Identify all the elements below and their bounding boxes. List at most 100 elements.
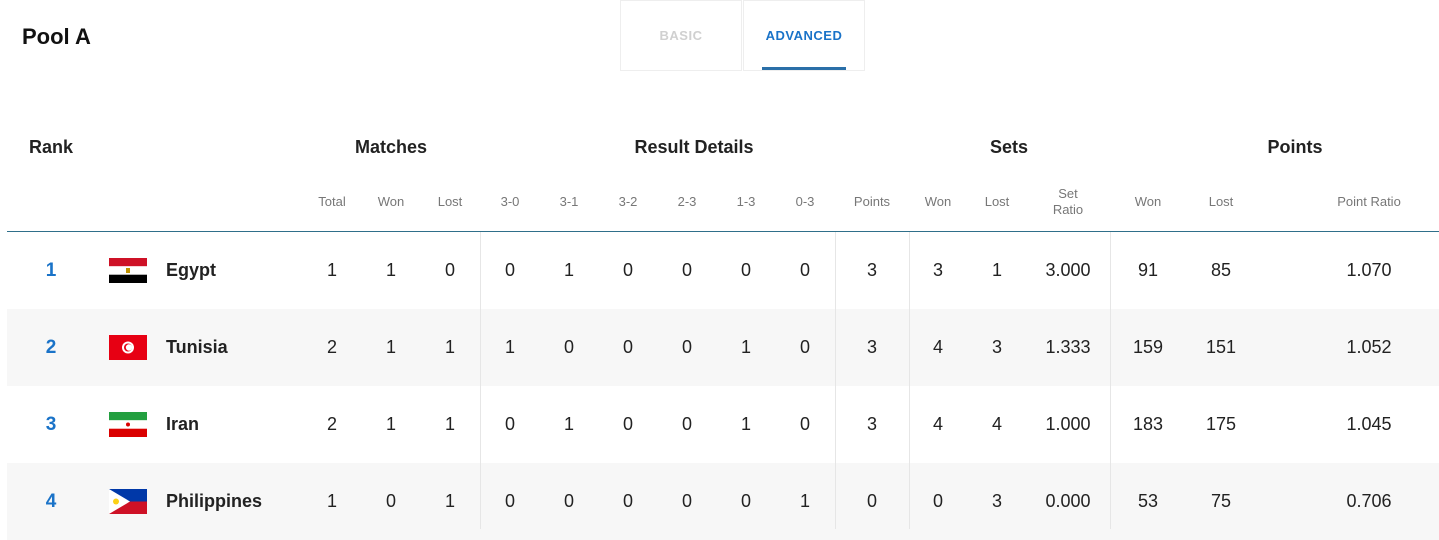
subheader-3-0: 3-0 bbox=[500, 194, 520, 209]
cell-3-2: 0 bbox=[622, 414, 634, 434]
cell-points: 0 bbox=[866, 491, 878, 511]
subheader-total: Total bbox=[318, 194, 346, 209]
cell-1-3: 0 bbox=[740, 491, 752, 511]
cell-total: 2 bbox=[326, 414, 338, 434]
tunisia-flag-icon bbox=[109, 335, 147, 360]
cell-3-2: 0 bbox=[622, 337, 634, 357]
cell-2-3: 0 bbox=[681, 414, 693, 434]
cell-1-3: 0 bbox=[740, 260, 752, 280]
cell-won: 1 bbox=[385, 260, 397, 280]
subheader-3-1: 3-1 bbox=[559, 194, 579, 209]
active-tab-underline bbox=[762, 67, 846, 70]
cell-lost: 1 bbox=[444, 491, 456, 511]
subheader-won: Won bbox=[377, 194, 405, 209]
cell-won: 4 bbox=[932, 337, 944, 357]
team-name[interactable]: Tunisia bbox=[166, 337, 228, 357]
cell-lost: 175 bbox=[1205, 414, 1237, 434]
subheader-lost: Lost bbox=[437, 194, 463, 209]
subheader-points: Points bbox=[853, 194, 891, 209]
cell-0-3: 1 bbox=[799, 491, 811, 511]
cell-0-3: 0 bbox=[799, 260, 811, 280]
cell-3-0: 0 bbox=[504, 414, 516, 434]
subheader-point-ratio: Point Ratio bbox=[1337, 194, 1401, 209]
cell-0-3: 0 bbox=[799, 414, 811, 434]
table-row[interactable]: 4 Philippines 1 0 1 0 0 0 0 0 1 0 0 3 0.000 53 75 0.706 bbox=[7, 463, 1439, 540]
column-divider bbox=[480, 232, 481, 529]
cell-2-3: 0 bbox=[681, 337, 693, 357]
column-divider bbox=[835, 232, 836, 529]
header-rank: Rank bbox=[28, 137, 74, 157]
egypt-flag-icon bbox=[109, 258, 147, 283]
cell-total: 1 bbox=[326, 260, 338, 280]
cell-set-ratio: 0.000 bbox=[1045, 491, 1091, 511]
cell-set-ratio: 1.333 bbox=[1045, 337, 1091, 357]
subheader-won: Won bbox=[924, 194, 952, 209]
subheader-lost: Lost bbox=[984, 194, 1010, 209]
subheader-set-ratio: Set Ratio bbox=[1052, 186, 1084, 217]
cell-lost: 1 bbox=[444, 414, 456, 434]
cell-points: 3 bbox=[866, 337, 878, 357]
cell-lost: 75 bbox=[1210, 491, 1232, 511]
rank: 4 bbox=[45, 491, 57, 512]
cell-total: 2 bbox=[326, 337, 338, 357]
subheader-3-2: 3-2 bbox=[618, 194, 638, 209]
cell-lost: 151 bbox=[1205, 337, 1237, 357]
cell-3-1: 0 bbox=[563, 491, 575, 511]
cell-3-0: 0 bbox=[504, 260, 516, 280]
column-divider bbox=[1110, 232, 1111, 529]
cell-1-3: 1 bbox=[740, 414, 752, 434]
cell-won: 91 bbox=[1137, 260, 1159, 280]
header-result-details: Result Details bbox=[634, 137, 754, 157]
cell-1-3: 1 bbox=[740, 337, 752, 357]
iran-flag-icon bbox=[109, 412, 147, 437]
cell-lost: 0 bbox=[444, 260, 456, 280]
table-row[interactable]: 1 Egypt 1 1 0 0 1 0 0 0 0 3 3 1 3.000 91 85 1.070 bbox=[7, 232, 1439, 309]
cell-point-ratio: 1.052 bbox=[1346, 337, 1392, 357]
cell-3-1: 0 bbox=[563, 337, 575, 357]
cell-set-ratio: 3.000 bbox=[1045, 260, 1091, 280]
team-name[interactable]: Philippines bbox=[166, 491, 263, 511]
cell-won: 1 bbox=[385, 337, 397, 357]
cell-won: 183 bbox=[1132, 414, 1164, 434]
cell-3-1: 1 bbox=[563, 260, 575, 280]
cell-total: 1 bbox=[326, 491, 338, 511]
cell-won: 0 bbox=[932, 491, 944, 511]
subheader-1-3: 1-3 bbox=[736, 194, 756, 209]
cell-won: 53 bbox=[1137, 491, 1159, 511]
subheader-won: Won bbox=[1134, 194, 1162, 209]
cell-set-ratio: 1.000 bbox=[1045, 414, 1091, 434]
cell-points: 3 bbox=[866, 414, 878, 434]
cell-lost: 3 bbox=[991, 491, 1003, 511]
table-row[interactable]: 3 Iran 2 1 1 0 1 0 0 1 0 3 4 4 1.000 183 175 1.045 bbox=[7, 386, 1439, 463]
cell-won: 1 bbox=[385, 414, 397, 434]
cell-0-3: 0 bbox=[799, 337, 811, 357]
table-row[interactable]: 2 Tunisia 2 1 1 1 0 0 0 1 0 3 4 3 1.333 159 151 1.052 bbox=[7, 309, 1439, 386]
tab-advanced-label: ADVANCED bbox=[765, 28, 843, 43]
cell-point-ratio: 0.706 bbox=[1346, 491, 1392, 511]
cell-point-ratio: 1.045 bbox=[1346, 414, 1392, 434]
team-name[interactable]: Iran bbox=[166, 414, 200, 434]
cell-3-0: 1 bbox=[504, 337, 516, 357]
cell-2-3: 0 bbox=[681, 260, 693, 280]
cell-3-1: 1 bbox=[563, 414, 575, 434]
page-title: Pool A bbox=[22, 24, 91, 49]
cell-lost: 85 bbox=[1210, 260, 1232, 280]
header-matches: Matches bbox=[354, 137, 428, 157]
cell-won: 0 bbox=[385, 491, 397, 511]
cell-won: 159 bbox=[1132, 337, 1164, 357]
subheader-2-3: 2-3 bbox=[677, 194, 697, 209]
cell-won: 3 bbox=[932, 260, 944, 280]
cell-points: 3 bbox=[866, 260, 878, 280]
rank: 2 bbox=[45, 337, 57, 358]
team-name[interactable]: Egypt bbox=[166, 260, 217, 280]
cell-3-2: 0 bbox=[622, 491, 634, 511]
tab-advanced[interactable]: ADVANCED bbox=[743, 0, 865, 71]
subheader-lost: Lost bbox=[1208, 194, 1234, 209]
header-divider bbox=[7, 231, 1439, 232]
cell-3-2: 0 bbox=[622, 260, 634, 280]
cell-3-0: 0 bbox=[504, 491, 516, 511]
cell-lost: 4 bbox=[991, 414, 1003, 434]
tab-basic[interactable]: BASIC bbox=[620, 0, 742, 71]
cell-lost: 1 bbox=[991, 260, 1003, 280]
rank: 1 bbox=[45, 260, 57, 281]
